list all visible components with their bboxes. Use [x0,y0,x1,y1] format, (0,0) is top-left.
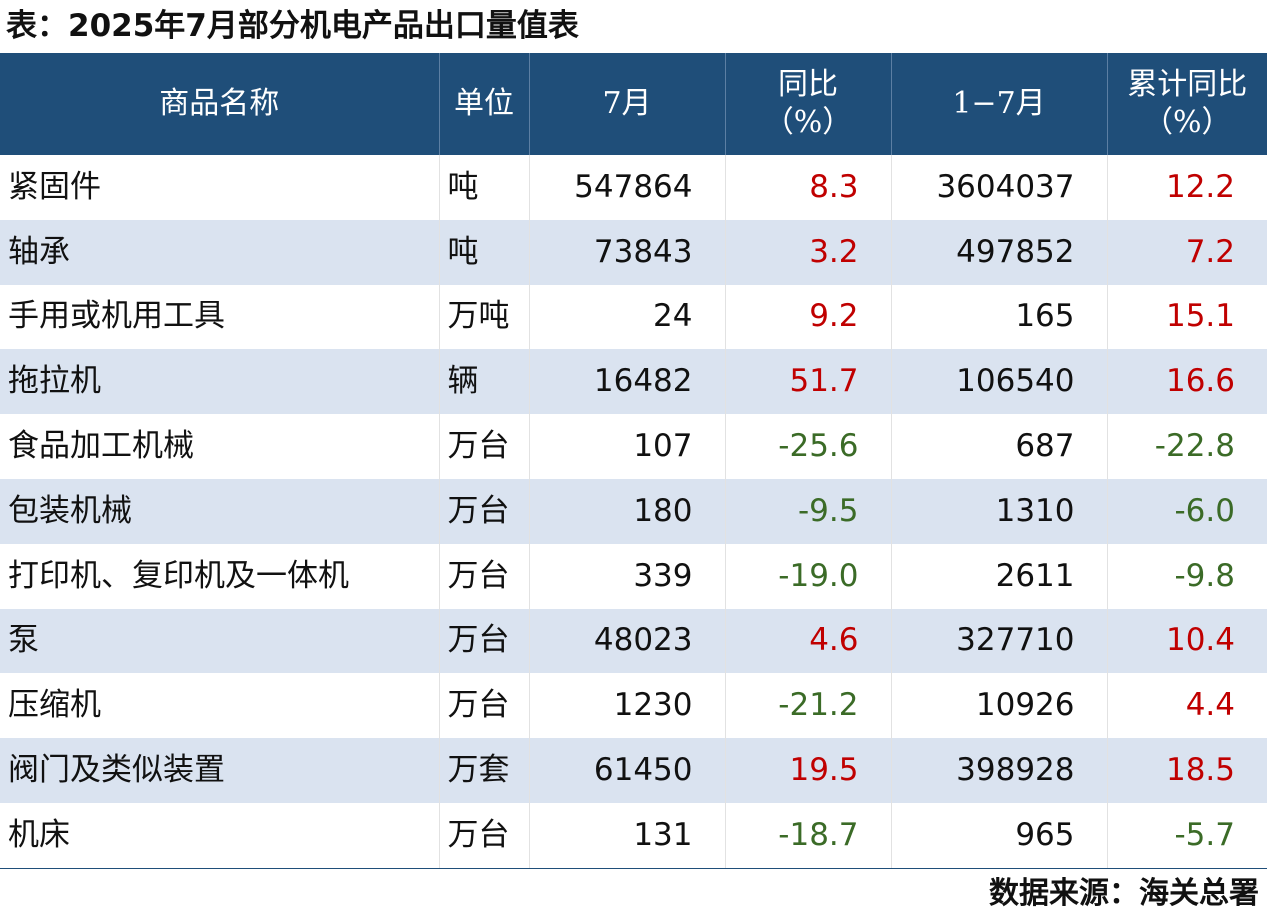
cell-ytd: 106540 [891,349,1108,415]
cell-unit: 吨 [439,219,530,285]
header-name: 商品名称 [0,53,440,155]
table-row: 泵万台 48023 4.6 327710 10.4 [0,608,1267,674]
cell-ytd: 687 [891,414,1108,479]
cell-yoy: 9.2 [725,284,892,350]
cell-ytd: 398928 [891,738,1108,803]
cell-yoy: -9.5 [725,478,892,544]
cell-yoy: 3.2 [725,219,892,285]
table-body: 紧固件吨 547864 8.3 3604037 12.2 轴承吨 73843 3.2 49785… [0,155,1267,868]
cell-name: 轴承 [0,219,440,285]
cell-name: 拖拉机 [0,349,440,415]
cell-yoy: -25.6 [725,414,892,479]
header-ytd-yoy: 累计同比 （%） [1107,53,1267,155]
header-yoy-line2: （%） [763,105,853,140]
cell-name: 手用或机用工具 [0,284,440,350]
cell-ytd: 10926 [891,673,1108,739]
cell-month: 131 [529,802,726,868]
table-row: 拖拉机辆 16482 51.7 106540 16.6 [0,349,1267,415]
cell-month: 547864 [529,155,726,220]
cell-yoy: 8.3 [725,155,892,220]
data-source: 数据来源：海关总署 [989,876,1259,911]
cell-yoy: -21.2 [725,673,892,739]
cell-ytd: 1310 [891,478,1108,544]
cell-ytd-yoy: -9.8 [1174,557,1236,594]
table-row: 手用或机用工具 万吨 24 9.2 165 15.1 [0,284,1267,350]
cell-yoy: -18.7 [725,802,892,868]
table-header-row: 商品名称 单位 7月 同比 （%） 1−7月 累计同比 （%） [0,53,1267,155]
cell-name: 机床 [0,802,440,868]
cell-name: 压缩机 [0,673,440,739]
header-yoy-line1: 同比 [778,67,838,102]
cell-ytd-yoy: 15.1 [1165,298,1235,335]
cell-month: 1230 [529,673,726,739]
header-unit: 单位 [439,53,530,155]
cell-month: 61450 [529,738,726,803]
cell-yoy: 51.7 [725,349,892,415]
table-row: 打印机、复印机及一体机 万台 339 -19.0 2611 -9.8 [0,543,1267,609]
table-row: 轴承吨 73843 3.2 497852 7.2 [0,219,1267,285]
cell-ytd: 965 [891,802,1108,868]
cell-ytd-yoy: -22.8 [1154,428,1235,465]
table-row: 紧固件吨 547864 8.3 3604037 12.2 [0,155,1267,220]
cell-ytd-yoy: 16.6 [1107,349,1267,415]
header-month: 7月 [529,53,726,155]
cell-ytd-yoy: 4.4 [1185,687,1235,724]
cell-ytd: 3604037 [891,155,1108,220]
cell-unit: 万套 [439,738,530,803]
header-ytd: 1−7月 [891,53,1108,155]
cell-yoy: 19.5 [725,738,892,803]
cell-unit: 万吨 [439,284,530,350]
header-yoy: 同比 （%） [725,53,892,155]
cell-name: 阀门及类似装置 [0,738,440,803]
header-ytd-yoy-line2: （%） [1142,105,1232,140]
cell-name: 打印机、复印机及一体机 [0,543,440,609]
cell-ytd: 165 [891,284,1108,350]
cell-ytd: 327710 [891,608,1108,674]
cell-month: 73843 [529,219,726,285]
header-ytd-yoy-line1: 累计同比 [1127,67,1248,102]
cell-unit: 万台 [439,802,530,868]
cell-ytd-yoy: 12.2 [1165,168,1235,205]
cell-unit: 辆 [439,349,530,415]
cell-month: 107 [529,414,726,479]
cell-unit: 万台 [439,478,530,544]
cell-ytd-yoy: 10.4 [1107,608,1267,674]
cell-month: 180 [529,478,726,544]
table-row: 包装机械 万台 180 -9.5 1310 -6.0 [0,478,1267,544]
cell-ytd: 497852 [891,219,1108,285]
cell-unit: 万台 [439,673,530,739]
export-table: 商品名称 单位 7月 同比 （%） 1−7月 累计同比 （%） 紧固件吨 5478… [0,53,1267,868]
cell-name: 泵 [0,608,440,674]
table-row: 机床 万台 131 -18.7 965 -5.7 [0,802,1267,868]
cell-ytd-yoy: 18.5 [1107,738,1267,803]
cell-ytd-yoy: -6.0 [1107,478,1267,544]
table-row: 压缩机 万台 1230 -21.2 10926 4.4 [0,673,1267,739]
cell-unit: 万台 [439,414,530,479]
cell-ytd-yoy: -5.7 [1174,816,1236,853]
cell-month: 24 [529,284,726,350]
table-row: 阀门及类似装置 万套 61450 19.5 398928 18.5 [0,738,1267,803]
table-title: 表：2025年7月部分机电产品出口量值表 [6,8,579,44]
cell-name: 食品加工机械 [0,414,440,479]
cell-month: 339 [529,543,726,609]
cell-yoy: 4.6 [725,608,892,674]
cell-yoy: -19.0 [725,543,892,609]
cell-month: 16482 [529,349,726,415]
cell-month: 48023 [529,608,726,674]
table-row: 食品加工机械 万台 107 -25.6 687 -22.8 [0,414,1267,479]
cell-ytd: 2611 [891,543,1108,609]
bottom-rule [0,868,1267,869]
cell-unit: 万台 [439,608,530,674]
cell-ytd-yoy: 7.2 [1107,219,1267,285]
cell-unit: 万台 [439,543,530,609]
cell-name: 包装机械 [0,478,440,544]
cell-unit: 吨 [439,155,530,220]
cell-name: 紧固件 [0,155,440,220]
